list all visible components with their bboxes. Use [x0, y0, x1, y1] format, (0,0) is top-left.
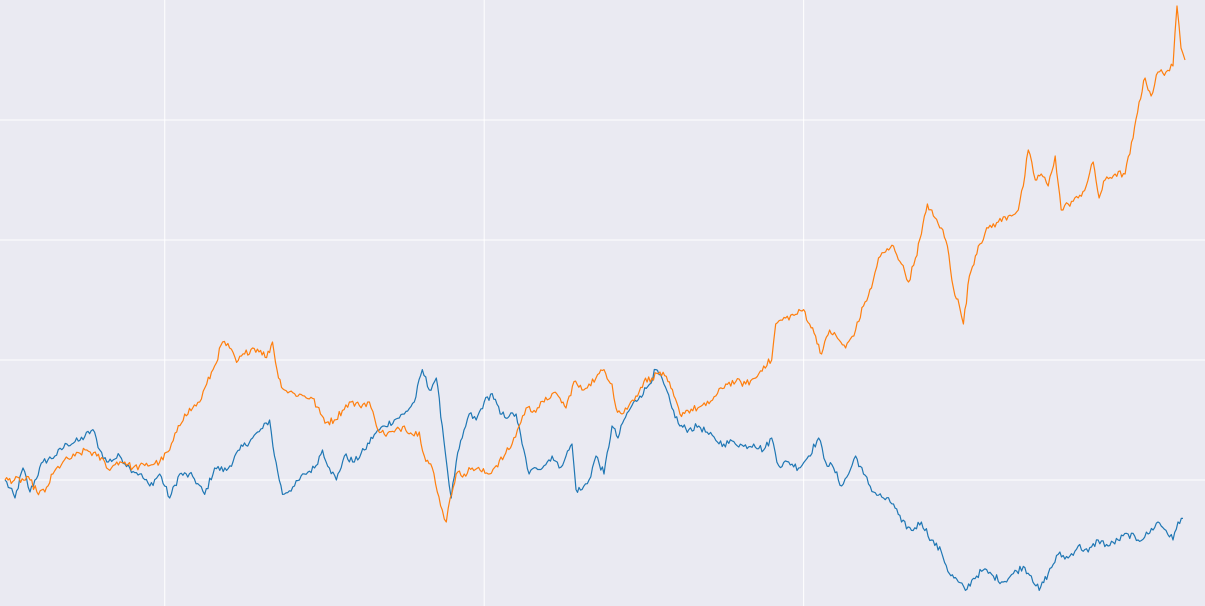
series-line-1	[4, 5, 1186, 523]
series-lines	[4, 5, 1186, 591]
series-line-0	[4, 368, 1184, 591]
